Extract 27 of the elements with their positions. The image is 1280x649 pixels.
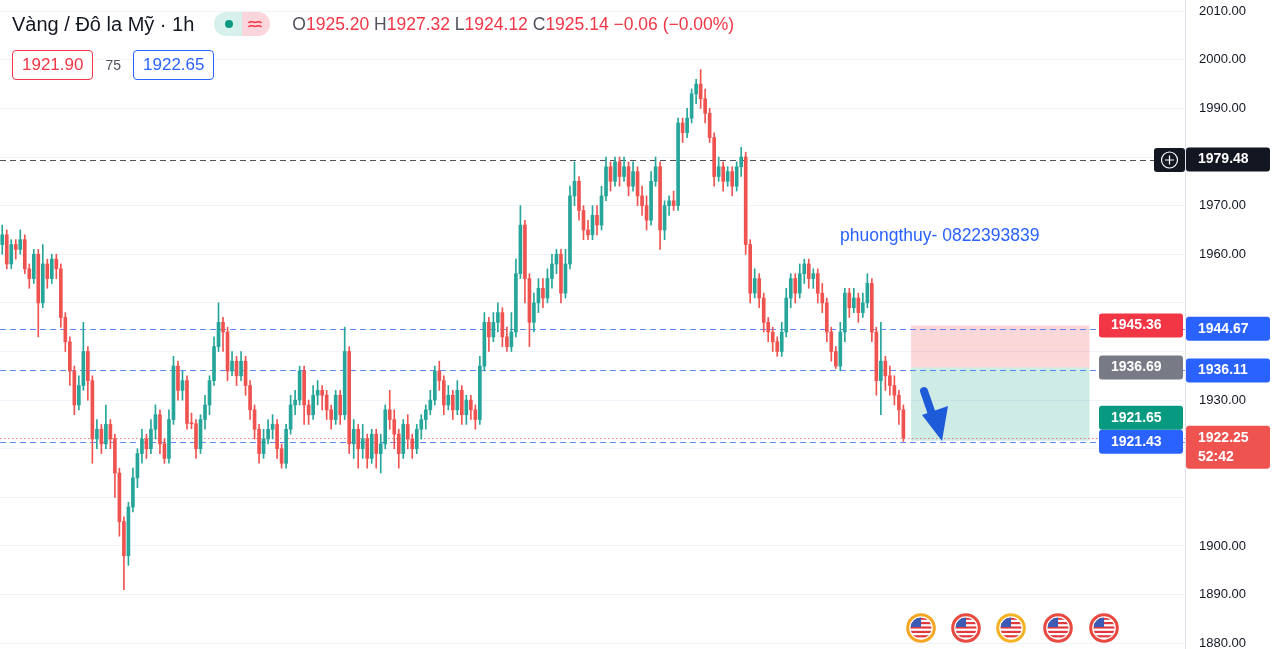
candlestick [586,219,590,240]
ref-line-label: 1922.25 52:42 [1198,428,1249,464]
band-label: 1945.36 [1111,316,1162,333]
band-label: 1921.65 [1111,408,1162,425]
annotation: phuongthuy- 0822393839 [840,225,1040,246]
y-tick-label: 1970.00 [1199,197,1246,213]
candlestick [320,385,324,411]
y-tick-label: 1890.00 [1199,586,1246,602]
y-tick-label: 2010.00 [1199,2,1246,18]
y-tick-label: 1900.00 [1199,537,1246,553]
y-tick-label: 2000.00 [1199,51,1246,67]
ref-line-label: 1921.43 [1111,432,1162,449]
ref-line-label: 1944.67 [1198,319,1249,336]
text: Vàng / Đô la Mỹ · 1h [12,12,195,36]
ref-line-label: 1979.48 [1198,150,1249,167]
candlestick [293,390,297,416]
y-tick-label: 1960.00 [1199,245,1246,261]
annotation: 1921.90 [12,50,94,80]
y-tick-label: 1880.00 [1199,634,1246,649]
candlestick [879,321,883,416]
annotation: 1922.65 [133,50,215,80]
annotation: 1936.69 [1111,358,1162,375]
annotation: 75 [105,51,122,79]
text: O1925.20 H1927.32 L1924.12 C1925.14 −0.06 (−0.00%) [292,13,735,34]
ref-line-label: 1936.11 [1198,361,1249,378]
y-tick-label: 1990.00 [1199,99,1246,115]
y-tick-label: 1930.00 [1199,391,1246,407]
